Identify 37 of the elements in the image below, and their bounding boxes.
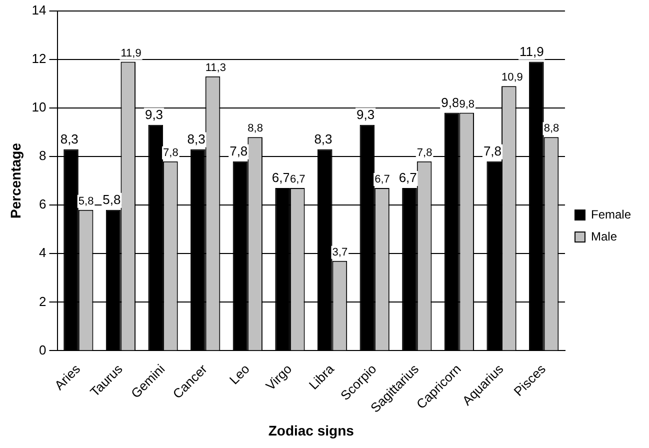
y-tick-label: 14	[32, 2, 46, 18]
data-label: 8,3	[314, 131, 332, 146]
data-label: 8,8	[248, 122, 263, 135]
data-label: 7,8	[230, 143, 248, 158]
y-tick-label: 8	[39, 148, 46, 164]
data-label: 8,3	[187, 131, 206, 146]
y-tick-label: 6	[39, 196, 46, 212]
y-tick-label: 4	[39, 245, 46, 260]
data-label: 3,7	[332, 246, 348, 258]
data-label: 8,3	[60, 131, 78, 146]
data-label: 8,8	[544, 122, 560, 135]
data-label: 6,7	[272, 170, 290, 186]
data-label: 11,9	[519, 44, 544, 59]
y-tick-label: 2	[39, 294, 46, 309]
data-label: 6,7	[398, 170, 417, 186]
y-tick-label: 10	[32, 100, 46, 115]
data-label: 6,7	[290, 174, 306, 186]
y-tick-label: 12	[32, 50, 46, 66]
data-label: 9,3	[356, 107, 375, 122]
y-tick-label: 0	[39, 342, 46, 358]
data-label: 11,9	[120, 47, 142, 60]
data-label: 7,8	[416, 146, 432, 159]
legend-label: Female	[590, 207, 632, 222]
data-label: 7,8	[163, 146, 178, 159]
y-axis-title: Percentage	[7, 142, 24, 219]
x-axis-title: Zodiac signs	[268, 422, 354, 438]
data-label: 5,8	[102, 192, 121, 207]
data-label: 6,7	[374, 174, 390, 186]
data-label: 9,8	[459, 98, 475, 110]
x-tick-label: Leo	[226, 361, 252, 388]
data-label: 10,9	[502, 72, 523, 84]
data-label: 9,8	[441, 94, 460, 110]
data-label: 5,8	[78, 195, 94, 208]
legend-label: Male	[590, 229, 618, 244]
data-label: 7,8	[483, 143, 502, 158]
data-label: 11,3	[205, 62, 226, 74]
data-label: 9,3	[144, 107, 164, 122]
